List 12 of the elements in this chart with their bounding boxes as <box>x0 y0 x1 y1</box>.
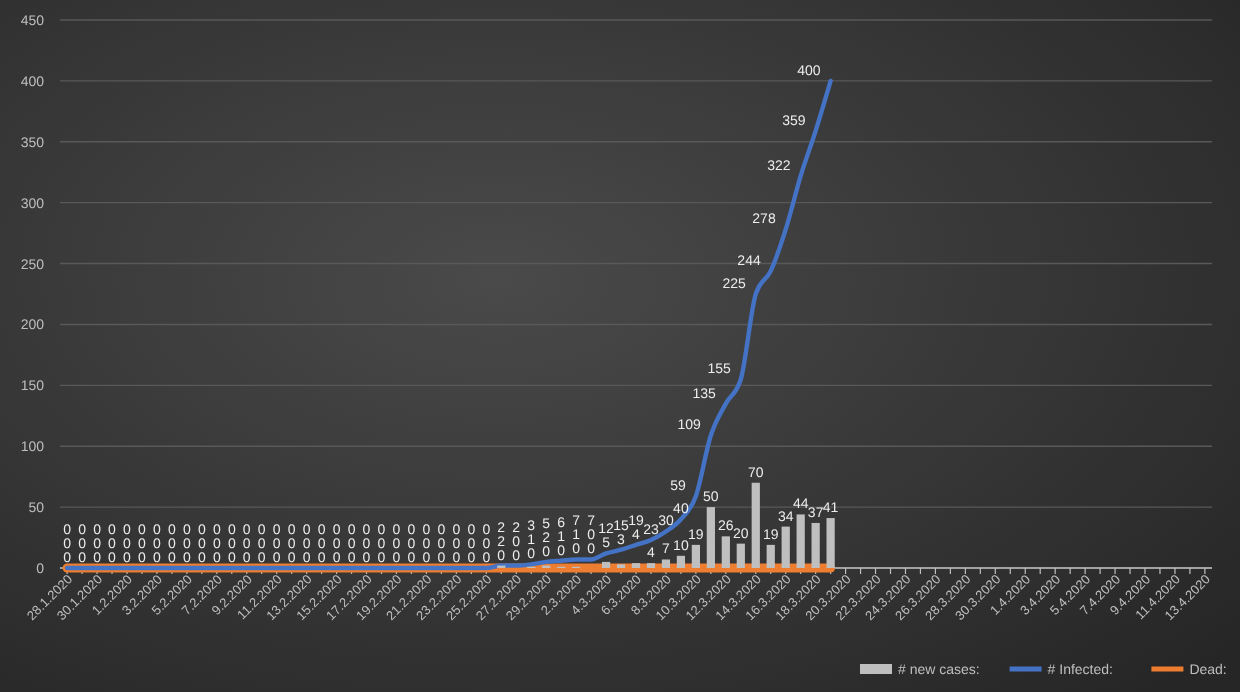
bar <box>721 536 730 568</box>
bar <box>811 522 820 568</box>
bar <box>751 482 760 568</box>
bar <box>706 507 715 568</box>
bar <box>796 514 805 568</box>
bar <box>766 544 775 568</box>
bar <box>736 543 745 568</box>
bar <box>601 561 611 568</box>
bar <box>691 544 700 568</box>
bar <box>661 559 671 568</box>
bar <box>676 555 686 568</box>
bar <box>781 526 790 568</box>
